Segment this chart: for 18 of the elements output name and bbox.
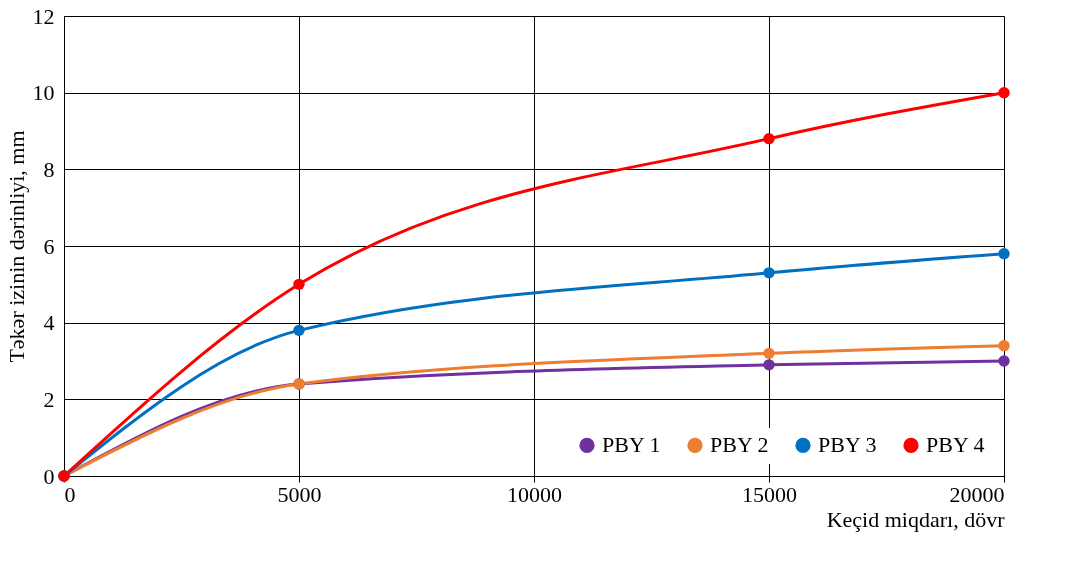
y-tick-label: 4 xyxy=(43,310,55,336)
x-tick-label: 5000 xyxy=(277,481,322,507)
legend-label: PBY 3 xyxy=(818,432,877,458)
legend-label: PBY 1 xyxy=(602,432,661,458)
legend-label: PBY 2 xyxy=(710,432,769,458)
x-tick-label: 10000 xyxy=(507,481,562,507)
legend-label: PBY 4 xyxy=(926,432,985,458)
y-tick-label: 10 xyxy=(32,80,55,106)
x-tick-label: 0 xyxy=(64,481,76,507)
y-tick-label: 8 xyxy=(43,156,55,182)
x-tick-label: 15000 xyxy=(742,481,797,507)
y-tick-label: 6 xyxy=(43,233,55,259)
x-tick-label: 20000 xyxy=(949,481,1005,507)
y-axis-title: Təkər izinin dərinliyi, mm xyxy=(3,130,29,363)
y-tick-label: 12 xyxy=(32,3,55,29)
y-tick-label: 0 xyxy=(43,463,55,489)
y-tick-label: 2 xyxy=(43,386,55,412)
x-axis-title: Keçid miqdarı, dövr xyxy=(826,506,1006,532)
